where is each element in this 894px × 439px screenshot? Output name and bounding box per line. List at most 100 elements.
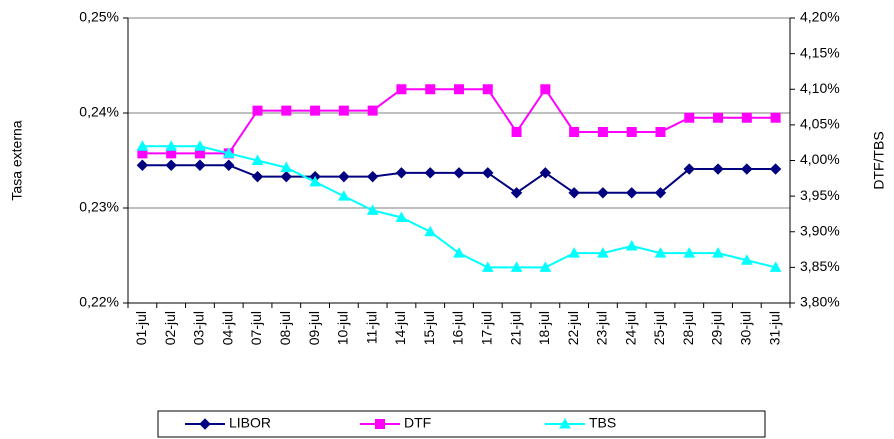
data-point	[194, 140, 206, 151]
data-point	[713, 112, 724, 123]
data-point	[654, 187, 667, 199]
data-point	[597, 247, 609, 258]
legend-box	[157, 410, 766, 438]
y-tick-label: 0,25%	[79, 9, 119, 25]
data-point	[424, 167, 436, 179]
data-point	[770, 112, 781, 123]
x-tick-label: 10-jul	[335, 311, 351, 345]
x-tick-label: 01-jul	[133, 311, 149, 345]
y-tick-label: 0,23%	[79, 199, 119, 215]
y-axis-title: Tasa externa	[9, 120, 25, 200]
x-tick-label: 08-jul	[277, 311, 293, 345]
data-point	[540, 84, 551, 95]
data-point	[712, 247, 724, 258]
data-point	[454, 84, 464, 95]
x-tick-label: 03-jul	[191, 311, 207, 345]
legend-marker	[559, 417, 571, 429]
data-point	[655, 127, 666, 137]
data-point	[597, 187, 609, 199]
data-point	[424, 225, 437, 237]
data-point	[309, 175, 321, 187]
data-point	[769, 261, 782, 272]
series-line	[142, 87, 776, 155]
data-point	[453, 167, 465, 179]
x-tick-label: 24-jul	[622, 311, 638, 345]
data-point	[597, 127, 608, 137]
data-point	[251, 170, 264, 183]
legend-marker	[375, 419, 385, 429]
legend-label: LIBOR	[229, 415, 271, 431]
y2-tick-label: 4,15%	[800, 44, 840, 60]
data-point	[511, 127, 522, 137]
data-point	[165, 159, 177, 171]
data-point	[136, 159, 149, 171]
data-point	[222, 147, 235, 158]
data-point	[625, 187, 638, 199]
data-point	[396, 84, 407, 95]
y2-tick-label: 4,00%	[800, 151, 840, 167]
x-tick-label: 15-jul	[421, 311, 437, 345]
data-point	[367, 105, 378, 116]
data-point	[165, 140, 178, 151]
data-point	[223, 159, 235, 171]
x-tick-label: 31-jul	[766, 311, 782, 345]
x-tick-label: 25-jul	[651, 311, 667, 345]
data-point	[395, 211, 408, 222]
data-point	[251, 154, 264, 165]
x-tick-label: 21-jul	[507, 311, 523, 345]
x-tick-label: 30-jul	[738, 311, 754, 345]
x-tick-label: 16-jul	[450, 311, 466, 345]
y2-tick-label: 4,05%	[800, 116, 840, 132]
data-point	[625, 239, 638, 251]
data-point	[741, 112, 752, 123]
data-point	[338, 170, 350, 183]
y2-tick-label: 4,20%	[800, 9, 840, 25]
data-point	[310, 105, 321, 116]
data-point	[338, 105, 349, 116]
x-tick-label: 09-jul	[306, 311, 322, 345]
y-tick-label: 0,22%	[79, 294, 119, 310]
data-point	[740, 254, 753, 265]
x-tick-label: 14-jul	[392, 311, 408, 345]
data-point	[425, 84, 436, 95]
data-point	[136, 140, 149, 151]
data-point	[280, 170, 293, 183]
data-point	[568, 187, 580, 199]
data-point	[280, 161, 293, 173]
x-tick-label: 22-jul	[565, 311, 581, 345]
x-tick-label: 11-jul	[363, 311, 379, 344]
data-point	[510, 261, 523, 272]
legend-label: DTF	[404, 415, 431, 431]
y2-tick-label: 3,90%	[800, 222, 840, 238]
data-point	[481, 261, 494, 272]
data-point	[568, 247, 580, 258]
data-point	[683, 163, 695, 175]
y2-tick-label: 3,85%	[800, 258, 840, 274]
data-point	[366, 170, 379, 183]
data-point	[684, 112, 695, 123]
data-point	[338, 190, 350, 201]
data-point	[510, 187, 523, 199]
data-point	[366, 204, 379, 215]
y2-tick-label: 3,80%	[800, 294, 840, 310]
data-point	[482, 167, 494, 179]
data-point	[654, 247, 667, 258]
data-point	[539, 261, 552, 272]
y2-tick-label: 4,10%	[800, 80, 840, 96]
x-tick-label: 29-jul	[709, 311, 725, 345]
data-point	[395, 167, 408, 179]
legend-label: TBS	[589, 415, 616, 431]
x-tick-label: 02-jul	[162, 311, 178, 345]
x-tick-label: 28-jul	[680, 311, 696, 345]
legend-marker	[199, 418, 211, 430]
data-point	[569, 127, 580, 137]
x-tick-label: 23-jul	[594, 311, 610, 345]
x-tick-label: 04-jul	[219, 311, 235, 345]
y2-tick-label: 3,95%	[800, 187, 840, 203]
data-point	[539, 167, 552, 179]
data-point	[626, 127, 637, 137]
x-tick-label: 17-jul	[478, 311, 494, 345]
data-point	[683, 247, 696, 258]
data-point	[194, 159, 206, 171]
